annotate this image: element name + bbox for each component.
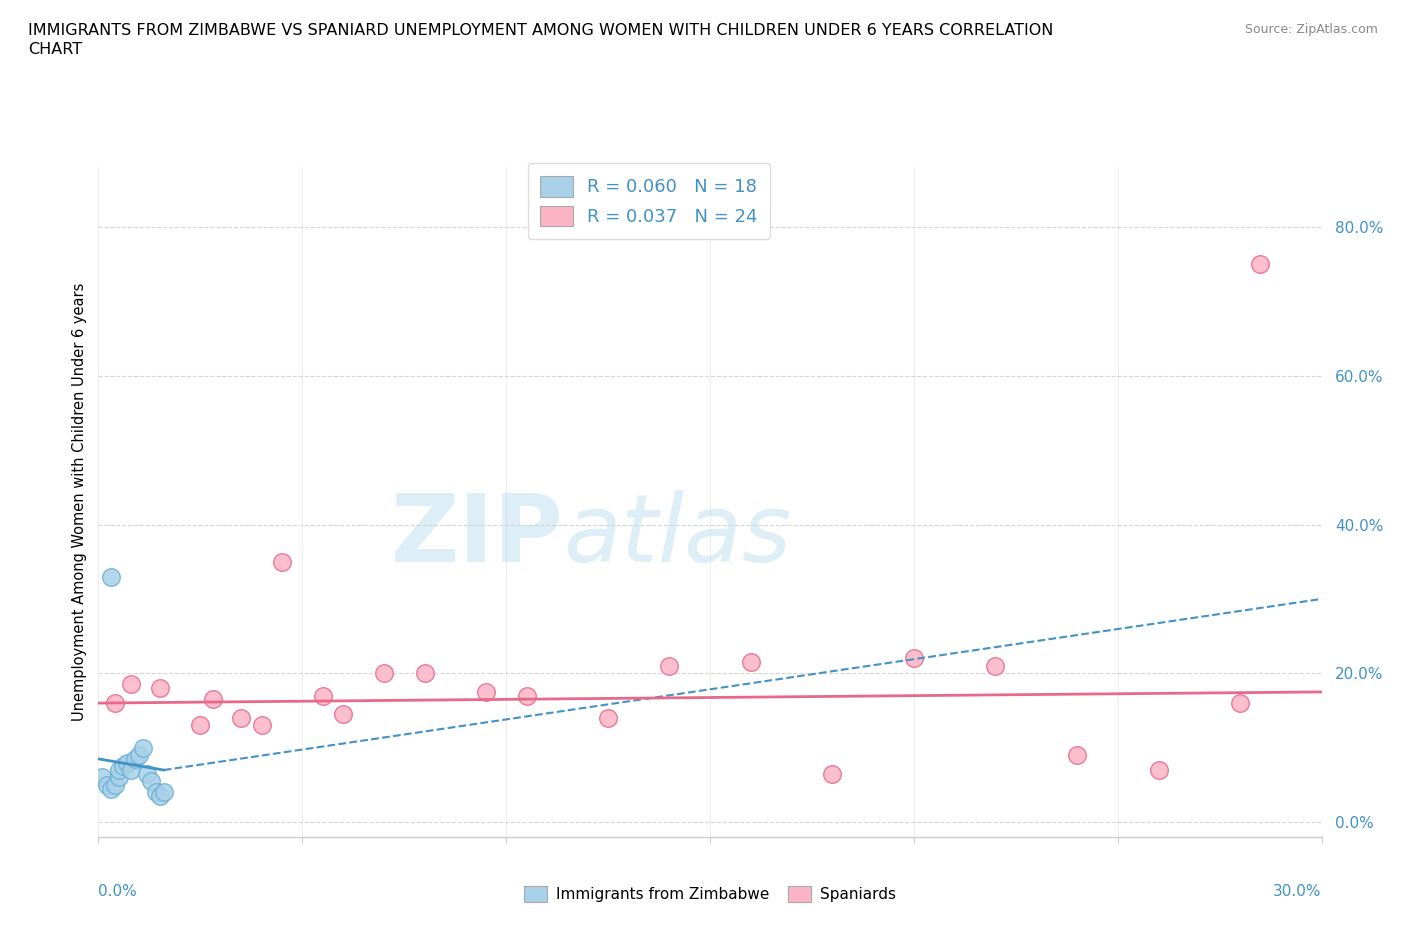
Point — [740, 655, 762, 670]
Point — [136, 766, 159, 781]
Point — [149, 681, 172, 696]
Point — [104, 696, 127, 711]
Point — [104, 777, 127, 792]
Point — [1066, 748, 1088, 763]
Point — [413, 666, 436, 681]
Point — [132, 740, 155, 755]
Point — [152, 785, 174, 800]
Point — [91, 770, 114, 785]
Point — [984, 658, 1007, 673]
Text: IMMIGRANTS FROM ZIMBABWE VS SPANIARD UNEMPLOYMENT AMONG WOMEN WITH CHILDREN UNDE: IMMIGRANTS FROM ZIMBABWE VS SPANIARD UNE… — [28, 23, 1053, 38]
Text: atlas: atlas — [564, 490, 792, 581]
Point — [149, 789, 172, 804]
Point — [250, 718, 273, 733]
Point — [111, 759, 134, 774]
Point — [332, 707, 354, 722]
Point — [821, 766, 844, 781]
Legend: Immigrants from Zimbabwe, Spaniards: Immigrants from Zimbabwe, Spaniards — [516, 879, 904, 910]
Point — [108, 770, 131, 785]
Point — [145, 785, 167, 800]
Point — [120, 677, 142, 692]
Point — [201, 692, 224, 707]
Point — [903, 651, 925, 666]
Text: 0.0%: 0.0% — [98, 884, 138, 899]
Point — [120, 763, 142, 777]
Point — [312, 688, 335, 703]
Point — [231, 711, 253, 725]
Point — [474, 684, 498, 699]
Point — [115, 755, 138, 770]
Y-axis label: Unemployment Among Women with Children Under 6 years: Unemployment Among Women with Children U… — [72, 283, 87, 722]
Point — [1249, 257, 1271, 272]
Point — [124, 751, 146, 766]
Text: CHART: CHART — [28, 42, 82, 57]
Point — [108, 763, 131, 777]
Text: 30.0%: 30.0% — [1274, 884, 1322, 899]
Point — [270, 554, 294, 569]
Point — [141, 774, 163, 789]
Text: Source: ZipAtlas.com: Source: ZipAtlas.com — [1244, 23, 1378, 36]
Point — [128, 748, 150, 763]
Point — [1147, 763, 1170, 777]
Point — [658, 658, 681, 673]
Point — [516, 688, 538, 703]
Point — [1229, 696, 1251, 711]
Text: ZIP: ZIP — [391, 490, 564, 581]
Point — [96, 777, 118, 792]
Point — [188, 718, 212, 733]
Point — [596, 711, 619, 725]
Point — [373, 666, 395, 681]
Point — [100, 569, 122, 584]
Point — [100, 781, 122, 796]
